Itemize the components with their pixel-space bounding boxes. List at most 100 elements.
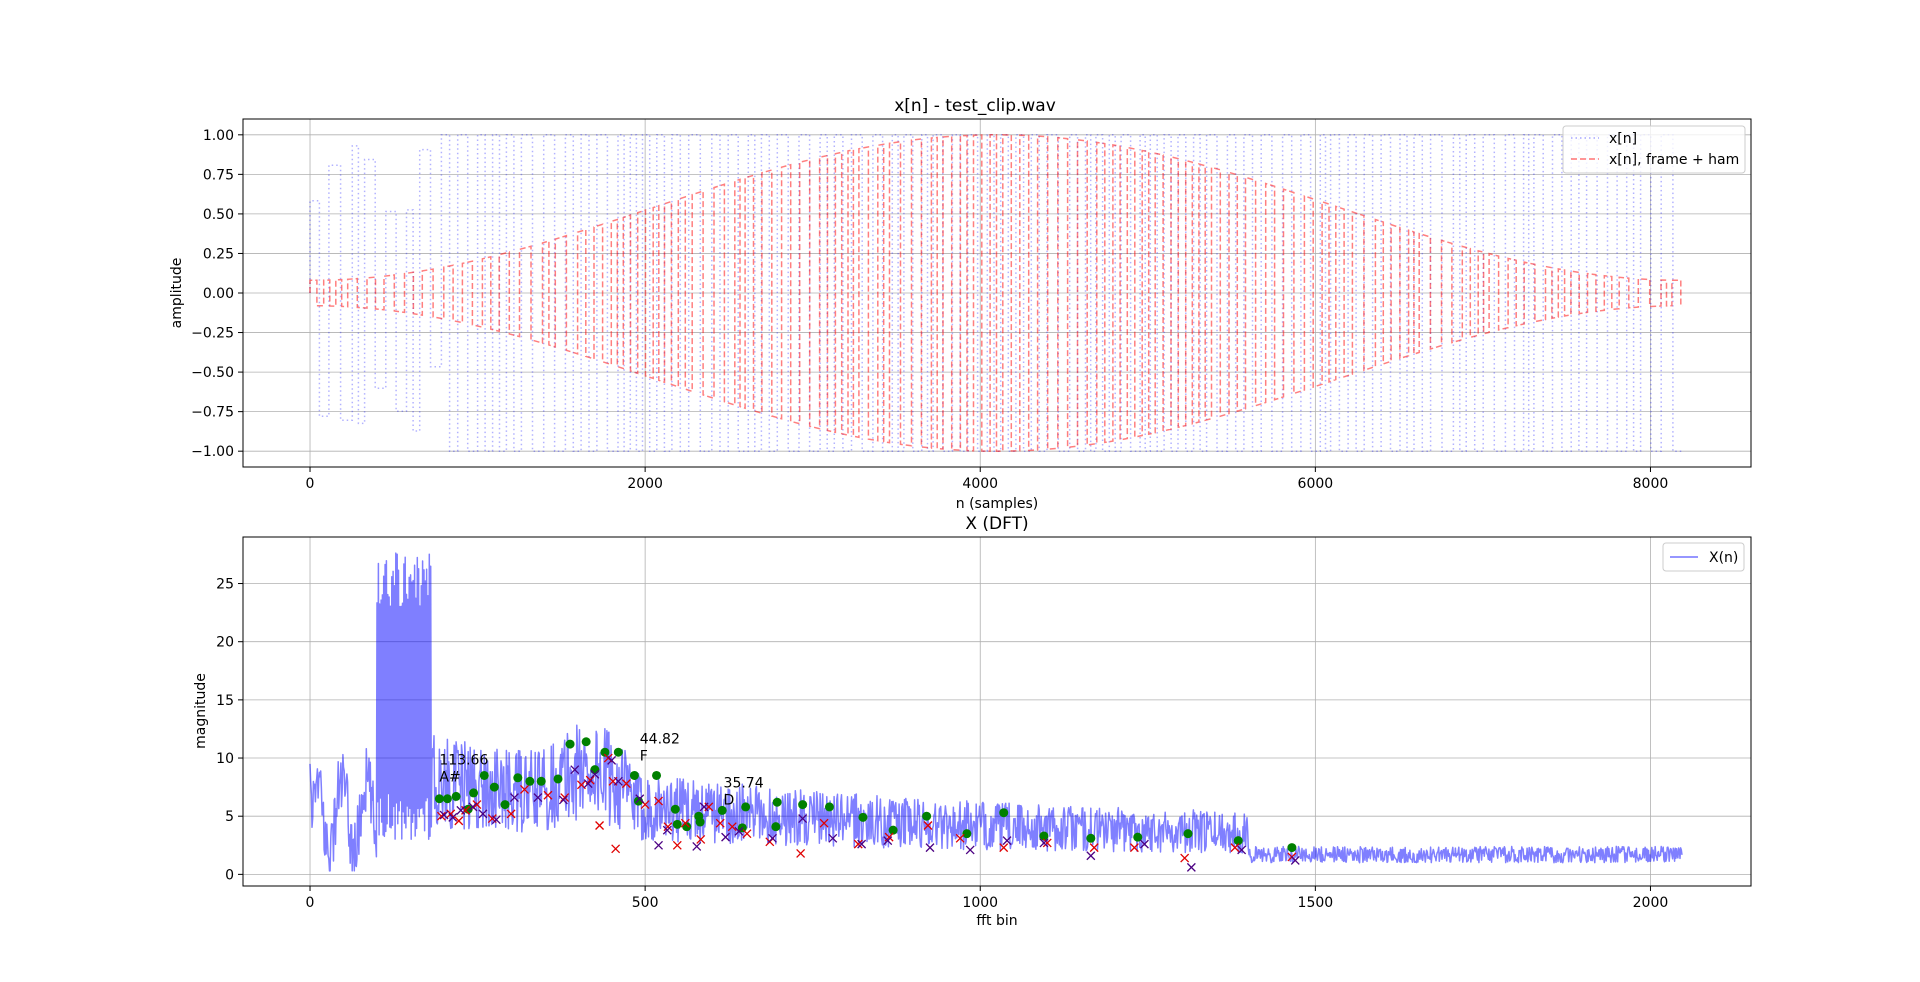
legend-label-xn-frame-ham: x[n], frame + ham: [1609, 152, 1739, 168]
peak-marker-dark: [654, 840, 663, 850]
dft-legend-box: [1662, 542, 1745, 572]
peak-marker-green: [469, 788, 479, 798]
peak-marker-red: [672, 840, 682, 850]
peak-marker-dark: [1139, 839, 1149, 849]
peak-marker-red: [796, 848, 806, 858]
peak-marker-dark: [925, 843, 935, 853]
time-domain-legend-box: [1562, 125, 1746, 174]
peak-marker-dark: [533, 793, 543, 803]
peak-marker-green: [1233, 836, 1243, 846]
peak-marker-green: [600, 747, 610, 757]
peak-marker-green: [1086, 833, 1096, 843]
peak-marker-red: [520, 784, 529, 794]
x-tick-label: 500: [632, 895, 659, 911]
time-domain-title: x[n] - test_clip.wav: [894, 96, 1056, 116]
time-domain-x-ticks: 0 2000 4000 6000 8000: [306, 467, 1669, 492]
peak-marker-dark: [734, 826, 744, 836]
dft-peak-markers: [434, 737, 1300, 872]
x-tick-label: 1000: [962, 895, 998, 911]
peak-marker-red: [1230, 843, 1240, 853]
peak-marker-dark: [721, 832, 731, 842]
peak-marker-dark: [478, 809, 488, 819]
peak-marker-dark: [456, 805, 466, 815]
peak-marker-red: [955, 833, 965, 843]
peak-marker-red: [727, 822, 737, 832]
y-tick-label: 0.75: [203, 167, 234, 183]
peak-marker-red: [621, 779, 631, 789]
peak-marker-dark: [448, 812, 458, 822]
x-tick-label: 2000: [1633, 895, 1669, 911]
dft-x-ticks: 0 500 1000 1500 2000: [306, 886, 1669, 911]
peak-marker-dark: [570, 765, 580, 775]
peak-marker-red: [1180, 853, 1190, 863]
peak-marker-green: [695, 817, 705, 827]
peak-marker-green: [858, 812, 868, 822]
peak-marker-dark: [607, 755, 617, 765]
peak-marker-green: [629, 770, 639, 780]
x-tick-label: 8000: [1633, 476, 1669, 492]
time-domain-y-ticks: 1.00 0.75 0.50 0.25 0.00 −0.25 −0.50 −0.75 −1.00: [191, 128, 243, 460]
peak-marker-dark: [965, 845, 975, 855]
peak-marker-green: [1039, 831, 1049, 841]
peak-marker-green: [798, 800, 808, 810]
peak-marker-dark: [583, 779, 593, 789]
annotation-value: 44.82: [640, 731, 680, 747]
peak-marker-green: [565, 739, 575, 749]
peak-marker-dark: [699, 802, 709, 812]
peak-marker-dark: [1186, 862, 1196, 872]
peak-marker-dark: [798, 814, 808, 823]
peak-marker-dark: [558, 795, 568, 805]
peak-marker-dark: [662, 825, 672, 835]
legend-label-xn: x[n]: [1609, 131, 1637, 147]
peak-marker-dark: [439, 810, 449, 820]
peak-marker-red: [454, 816, 464, 826]
peak-marker-dark: [1002, 836, 1012, 846]
x-tick-label: 4000: [962, 476, 998, 492]
y-tick-label: 0.00: [203, 286, 234, 302]
peak-marker-dark: [1039, 838, 1049, 848]
peak-marker-green: [451, 791, 461, 801]
peak-marker-green: [999, 808, 1009, 818]
peak-marker-green: [652, 770, 662, 780]
peak-marker-red: [611, 844, 621, 854]
series-line-Xn: [309, 552, 1683, 872]
peak-marker-dark: [883, 836, 893, 846]
y-tick-label: 15: [216, 693, 234, 709]
y-tick-label: 0: [225, 867, 234, 883]
y-tick-label: 0.50: [203, 207, 234, 223]
peak-marker-green: [682, 822, 692, 832]
peak-marker-red: [595, 821, 605, 830]
dft-plot-area: 113.66A# 44.82F 35.74D: [309, 552, 1683, 872]
y-tick-label: −0.25: [191, 326, 234, 342]
series-line-xn-frame-ham: [309, 134, 1683, 452]
peak-marker-dark: [768, 833, 777, 843]
peak-marker-dark: [1237, 845, 1247, 855]
peak-marker-green: [1183, 829, 1193, 839]
peak-marker-green: [442, 794, 452, 804]
peak-marker-green: [672, 819, 682, 829]
peak-marker-red: [543, 790, 553, 800]
peak-marker-red: [1042, 838, 1052, 848]
peak-marker-green: [581, 737, 591, 747]
peak-marker-red: [472, 800, 482, 810]
peak-marker-red: [1089, 843, 1099, 853]
peak-marker-green: [500, 800, 510, 810]
peak-marker-green: [1287, 843, 1297, 853]
peak-marker-red: [853, 839, 863, 849]
annotation-note: D: [724, 793, 735, 809]
dft-axes-frame: [242, 536, 1752, 887]
peak-marker-red: [1129, 843, 1139, 853]
peak-marker-red: [696, 835, 706, 844]
peak-marker-dark: [590, 769, 600, 779]
time-domain-y-label: amplitude: [169, 258, 185, 329]
y-tick-label: −0.75: [191, 405, 234, 421]
y-tick-label: 0.25: [203, 246, 234, 262]
y-tick-label: −0.50: [191, 365, 234, 381]
peak-marker-green: [434, 794, 444, 804]
y-tick-label: 1.00: [203, 128, 234, 144]
x-tick-label: 2000: [627, 476, 663, 492]
peak-marker-dark: [1086, 851, 1096, 861]
annotation-note: F: [640, 748, 648, 764]
peak-marker-red: [680, 818, 690, 828]
